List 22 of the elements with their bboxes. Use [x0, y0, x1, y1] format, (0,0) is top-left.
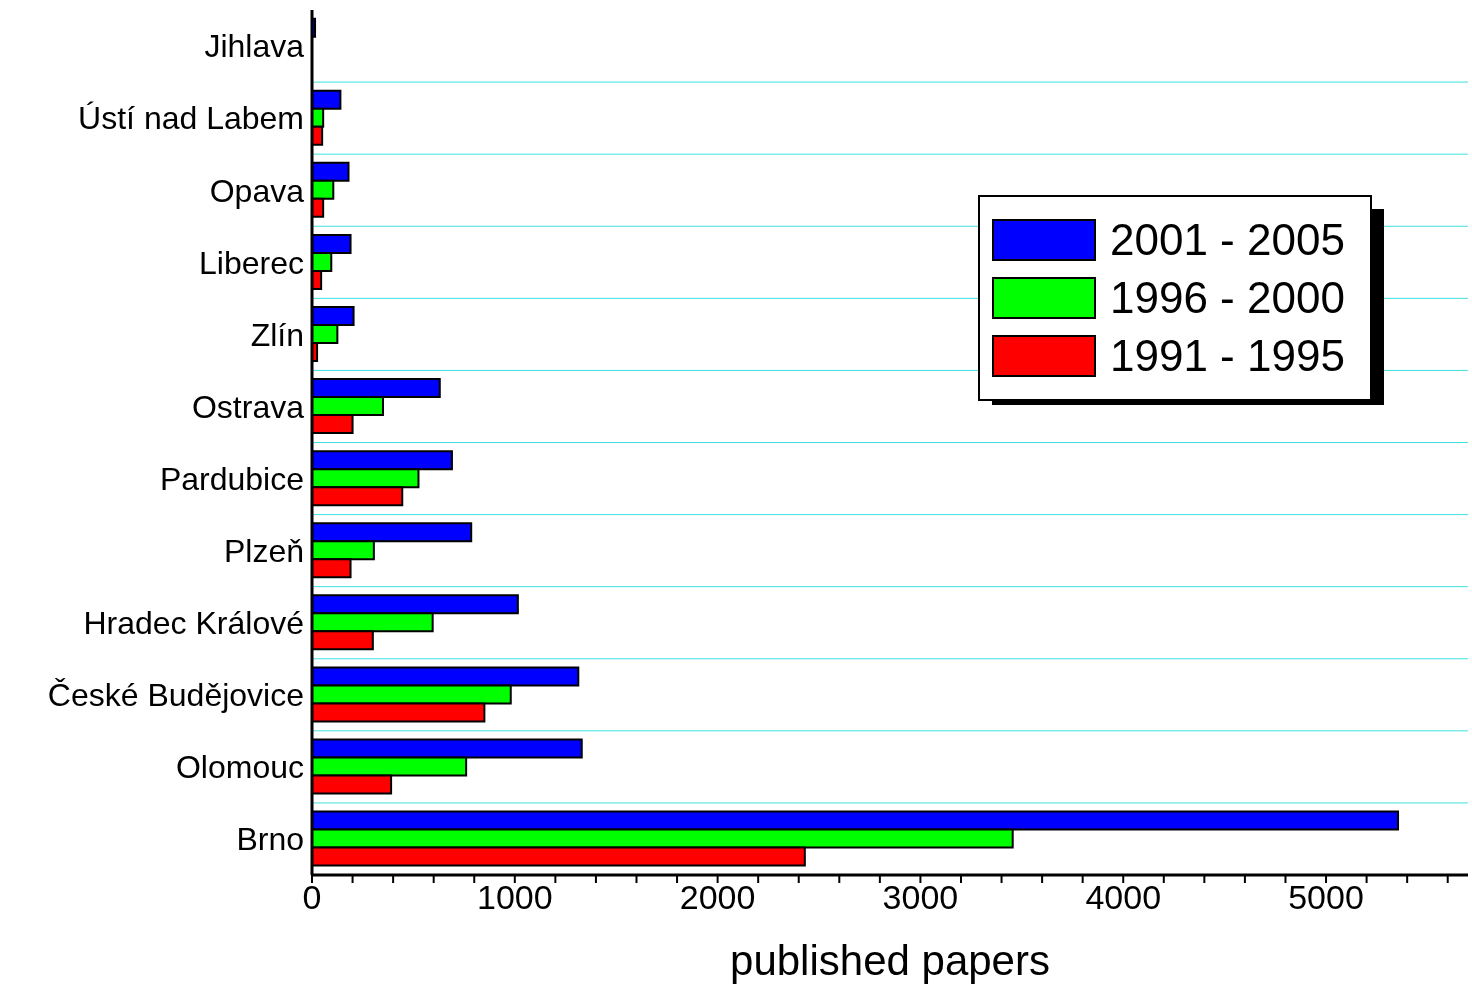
y-tick-label: Zlín: [250, 316, 304, 353]
x-tick-label: 5000: [1288, 878, 1364, 917]
y-tick-label: Olomouc: [175, 749, 304, 786]
legend-label: 1996 - 2000: [1110, 273, 1345, 323]
y-tick-label: Jihlava: [204, 28, 305, 65]
y-tick-label: Hradec Králové: [83, 605, 304, 642]
x-tick-label: 3000: [882, 878, 959, 917]
y-tick-label: Plzeň: [223, 532, 304, 569]
legend-label: 1991 - 1995: [1110, 331, 1345, 381]
x-tick-label: 1000: [476, 878, 553, 917]
y-tick-label: Ústí nad Labem: [78, 100, 304, 137]
x-axis-title: published papers: [730, 937, 1050, 984]
y-tick-label: Liberec: [199, 244, 304, 281]
x-tick-label: 2000: [679, 878, 756, 917]
y-tick-label: Ostrava: [191, 388, 305, 425]
x-tick-label: 0: [302, 878, 322, 917]
legend-label: 2001 - 2005: [1110, 215, 1345, 265]
y-tick-label: Pardubice: [159, 460, 304, 497]
y-tick-label: Opava: [209, 172, 305, 209]
y-tick-label: České Budějovice: [47, 677, 304, 714]
y-tick-label: Brno: [236, 821, 304, 858]
x-tick-label: 4000: [1085, 878, 1162, 917]
